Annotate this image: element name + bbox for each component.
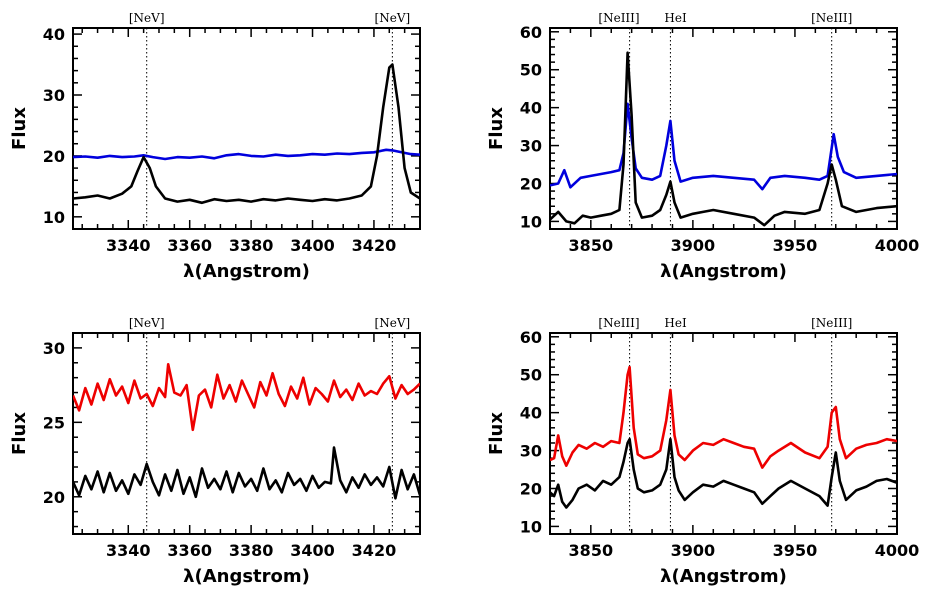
x-tick-label: 3850: [569, 236, 614, 255]
emission-line-label: [NeV]: [375, 11, 411, 25]
spectrum-panel-4: [NeIII] HeI [NeIII] 3850 3900 3950 4000 10 20 30 4…: [486, 316, 919, 587]
emission-line-label: HeI: [664, 316, 687, 330]
y-tick-label: 60: [520, 23, 542, 42]
emission-line-label: [NeIII]: [598, 316, 639, 330]
x-axis-title: λ(Angstrom): [183, 566, 310, 587]
x-tick-label: 3420: [352, 236, 397, 255]
emission-line-label: [NeV]: [129, 11, 165, 25]
y-tick-label: 60: [520, 328, 542, 347]
y-tick-label: 40: [520, 404, 542, 423]
y-tick-label: 25: [43, 413, 65, 432]
plot-frame: [549, 27, 898, 230]
spectrum-line-upper: [73, 362, 420, 432]
plot-frame: [549, 332, 898, 535]
x-tick-label: 3400: [290, 541, 335, 560]
spectrum-panel-2: [NeIII] HeI [NeIII] 3850 3900 3950 4000 10 20 30 4…: [486, 11, 919, 282]
spectrum-line-lower: [73, 63, 420, 205]
x-axis-title: λ(Angstrom): [183, 261, 310, 282]
y-tick-label: 10: [520, 517, 542, 536]
x-axis-title: λ(Angstrom): [660, 261, 787, 282]
spectrum-line-lower: [550, 51, 897, 227]
y-tick-label: 40: [43, 25, 65, 44]
x-tick-label: 3360: [167, 541, 212, 560]
y-tick-label: 30: [43, 86, 65, 105]
spectrum-line-upper: [550, 102, 897, 191]
x-tick-label: 3400: [290, 236, 335, 255]
spectrum-line-upper: [550, 365, 897, 469]
x-tick-label: 3380: [229, 541, 274, 560]
y-axis-title: Flux: [9, 412, 30, 455]
y-tick-label: 50: [520, 366, 542, 385]
y-tick-label: 20: [520, 174, 542, 193]
x-tick-label: 3900: [671, 236, 716, 255]
y-tick-label: 30: [43, 339, 65, 358]
y-tick-label: 30: [520, 442, 542, 461]
emission-line-label: [NeIII]: [811, 11, 852, 25]
spectrum-line-upper: [73, 148, 420, 161]
y-tick-label: 20: [43, 147, 65, 166]
emission-line-label: [NeIII]: [598, 11, 639, 25]
y-axis-title: Flux: [486, 412, 507, 455]
spectrum-panel-3: [NeV] [NeV] 3340 3360 3380 3400 3420 20 25 30 λ(An…: [9, 316, 421, 587]
plot-frame: [72, 27, 421, 230]
x-tick-label: 3950: [773, 236, 818, 255]
spectrum-line-lower: [550, 437, 897, 509]
x-tick-label: 3420: [352, 541, 397, 560]
y-tick-label: 50: [520, 61, 542, 80]
y-tick-label: 10: [520, 212, 542, 231]
y-axis-title: Flux: [9, 107, 30, 150]
y-tick-label: 40: [520, 99, 542, 118]
y-tick-label: 20: [520, 479, 542, 498]
x-tick-label: 3340: [106, 236, 151, 255]
y-tick-label: 30: [520, 137, 542, 156]
x-tick-label: 3950: [773, 541, 818, 560]
x-tick-label: 3850: [569, 541, 614, 560]
emission-line-label: HeI: [664, 11, 687, 25]
x-tick-label: 3380: [229, 236, 274, 255]
y-axis-title: Flux: [486, 107, 507, 150]
y-tick-label: 20: [43, 488, 65, 507]
x-tick-label: 3360: [167, 236, 212, 255]
emission-line-label: [NeV]: [375, 316, 411, 330]
plot-frame: [72, 332, 421, 535]
emission-line-label: [NeIII]: [811, 316, 852, 330]
x-tick-label: 3340: [106, 541, 151, 560]
y-tick-label: 10: [43, 208, 65, 227]
spectrum-line-lower: [73, 446, 420, 500]
x-tick-label: 4000: [875, 541, 920, 560]
x-tick-label: 4000: [875, 236, 920, 255]
x-tick-label: 3900: [671, 541, 716, 560]
emission-line-label: [NeV]: [129, 316, 165, 330]
spectrum-panel-1: [NeV] [NeV] 3340 3360 3380 3400 3420 10 20 30 40 λ(…: [9, 11, 421, 282]
x-axis-title: λ(Angstrom): [660, 566, 787, 587]
